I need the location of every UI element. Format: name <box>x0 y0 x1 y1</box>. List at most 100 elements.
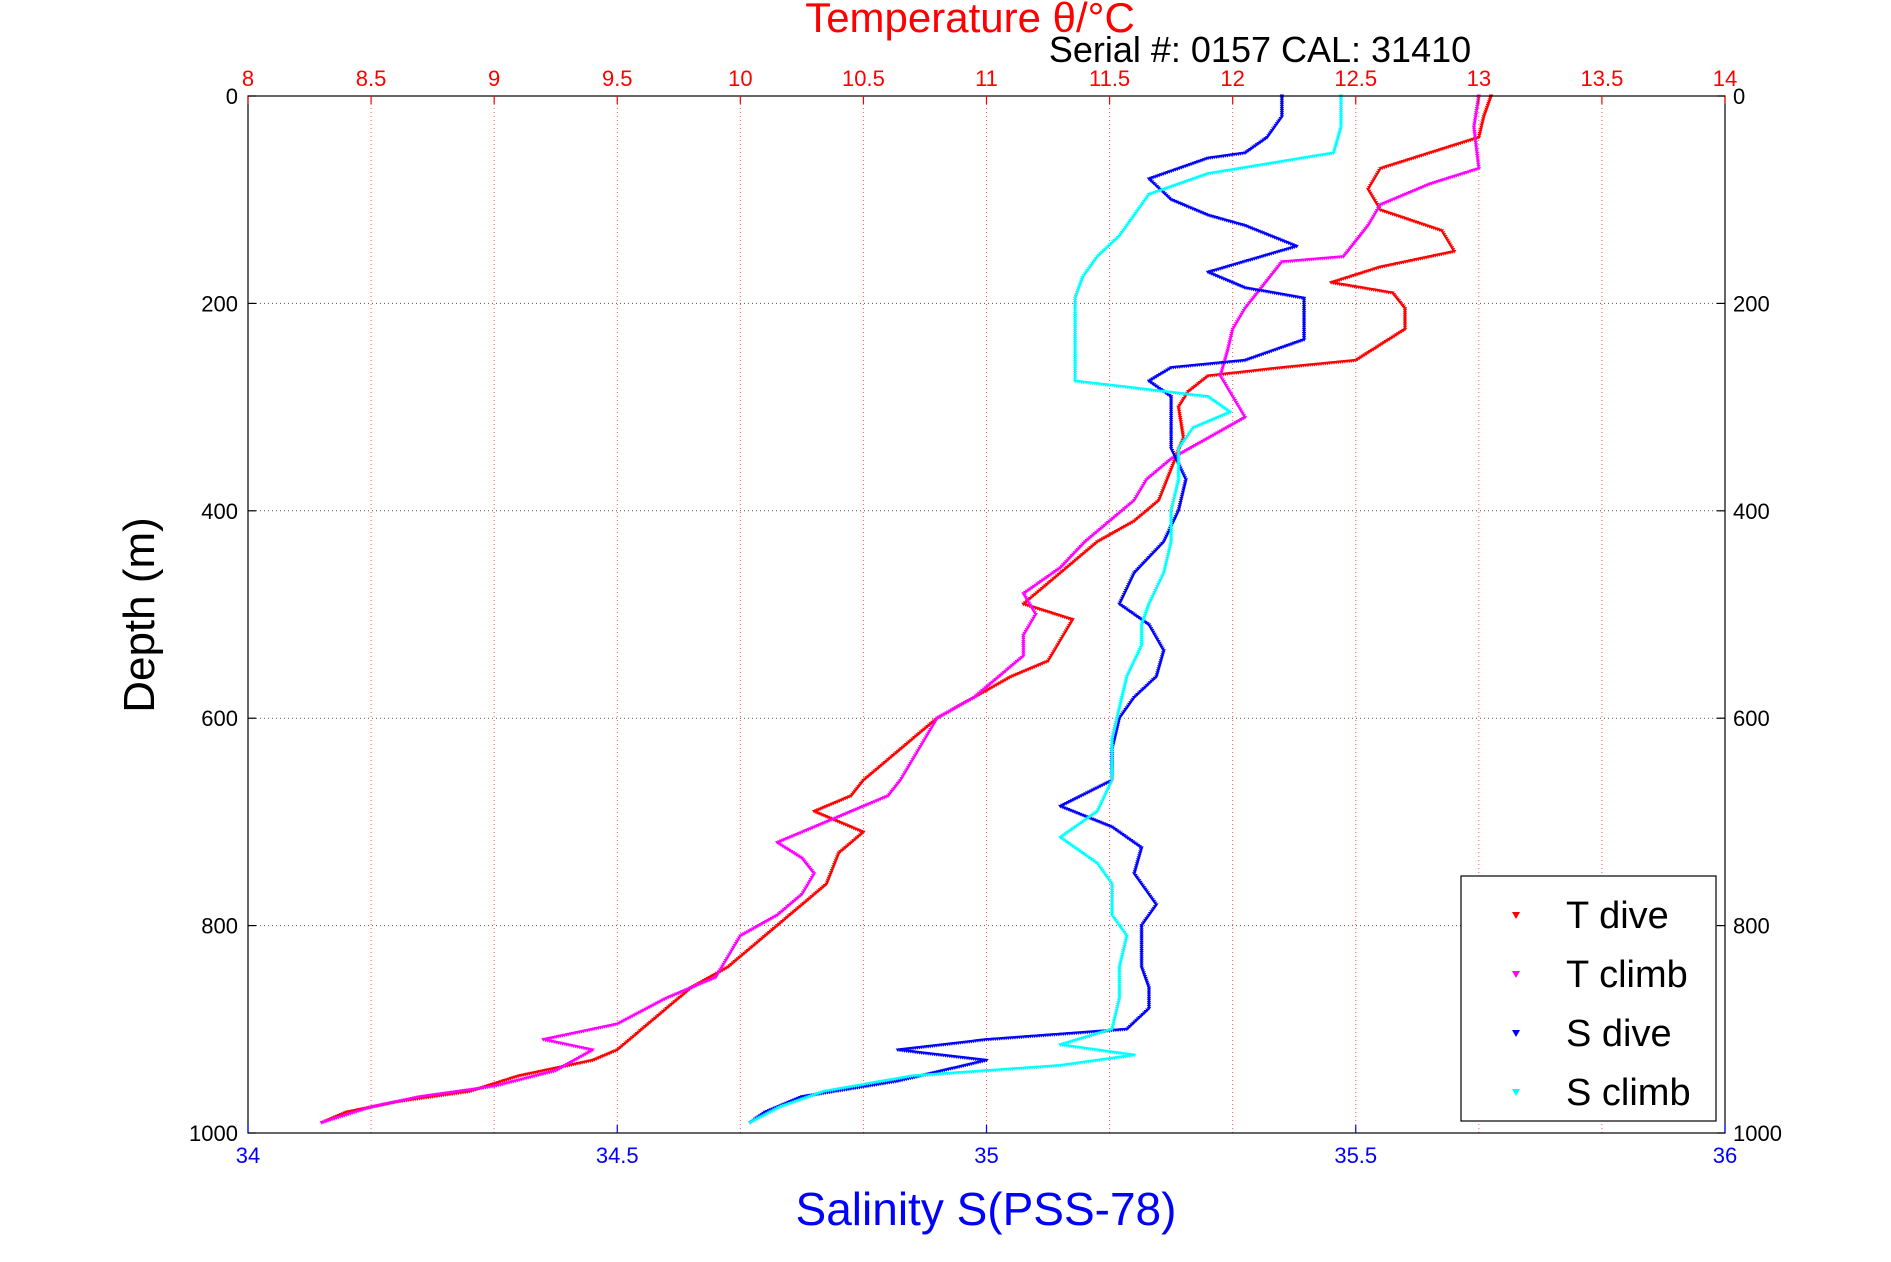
data-point <box>1109 899 1115 903</box>
data-point <box>724 957 730 961</box>
data-point <box>1170 463 1175 468</box>
tick-label-depth-left: 0 <box>226 84 238 109</box>
data-point <box>1021 642 1026 646</box>
data-point <box>1473 113 1479 117</box>
legend-marker <box>1512 1030 1520 1037</box>
data-point <box>1158 495 1163 499</box>
data-point <box>1279 100 1285 105</box>
data-point <box>1109 748 1115 752</box>
data-point <box>1153 634 1158 638</box>
tick-label-depth-left: 1000 <box>189 1121 238 1146</box>
data-point <box>917 746 922 751</box>
data-point <box>992 684 997 689</box>
tick-label-depth-left: 800 <box>201 914 238 939</box>
data-point <box>1176 474 1181 478</box>
data-point <box>1301 307 1307 311</box>
data-point <box>579 1054 584 1059</box>
data-point <box>959 703 964 707</box>
data-point <box>805 883 810 888</box>
tick-label-depth-right: 1000 <box>1733 1121 1782 1146</box>
data-point <box>1072 345 1078 349</box>
data-point <box>1139 625 1144 629</box>
data-point <box>1338 113 1344 117</box>
y-axis-title: Depth (m) <box>115 517 164 713</box>
data-point <box>1072 343 1078 347</box>
data-point <box>1477 133 1482 138</box>
data-point <box>1142 615 1147 620</box>
data-point <box>1301 336 1307 340</box>
data-point <box>1135 651 1141 656</box>
data-point <box>1180 472 1186 476</box>
data-point <box>1072 320 1078 324</box>
data-point <box>1471 127 1477 132</box>
data-point <box>1168 415 1174 420</box>
data-point <box>1139 944 1144 949</box>
data-point <box>1378 203 1383 207</box>
data-point <box>1159 645 1164 650</box>
data-point <box>997 681 1003 685</box>
data-point <box>1072 298 1078 303</box>
data-point <box>1231 397 1236 401</box>
data-point <box>1237 406 1242 411</box>
data-point <box>1115 714 1120 719</box>
data-point <box>834 857 839 861</box>
data-point <box>1180 470 1185 474</box>
data-point <box>1402 321 1408 326</box>
data-point <box>1233 322 1239 326</box>
data-point <box>1162 485 1167 489</box>
data-point <box>1175 511 1180 515</box>
data-point <box>1160 651 1166 655</box>
data-point <box>826 876 831 881</box>
data-point <box>1139 846 1144 850</box>
data-point <box>804 885 809 889</box>
data-point <box>1117 706 1122 710</box>
data-point <box>1169 507 1174 511</box>
data-point <box>1143 612 1148 616</box>
data-point <box>1125 585 1130 589</box>
data-point <box>1371 214 1376 219</box>
data-point <box>1114 1009 1119 1013</box>
data-point <box>1146 1000 1152 1005</box>
data-point <box>1146 984 1151 988</box>
data-point <box>1165 532 1170 537</box>
data-point <box>1100 537 1106 541</box>
data-point <box>1333 143 1339 148</box>
data-point <box>1109 763 1115 768</box>
data-point <box>916 748 921 753</box>
data-point <box>1338 98 1344 103</box>
data-point <box>1076 285 1082 289</box>
data-point <box>1116 998 1122 1003</box>
data-point <box>1338 127 1343 132</box>
data-point <box>723 966 729 971</box>
data-point <box>1109 776 1115 781</box>
data-point <box>1067 623 1072 628</box>
tick-label-temperature: 9.5 <box>602 66 633 91</box>
data-point <box>1377 205 1382 209</box>
data-point <box>1110 735 1115 739</box>
data-point <box>1120 525 1126 530</box>
data-point <box>806 881 811 886</box>
data-point <box>913 752 919 757</box>
data-point <box>1480 119 1485 123</box>
data-point <box>1106 534 1111 538</box>
data-point <box>904 767 910 772</box>
data-point <box>1072 339 1078 343</box>
data-point <box>715 972 721 976</box>
data-point <box>1475 158 1480 162</box>
data-point <box>635 1011 641 1016</box>
data-point <box>1219 370 1224 375</box>
data-point <box>1180 490 1186 495</box>
data-point <box>1122 590 1128 595</box>
data-point <box>1168 403 1174 408</box>
series-s-climb <box>747 94 1344 1125</box>
data-point <box>1030 607 1035 611</box>
data-point <box>1168 413 1174 418</box>
data-point <box>1135 493 1140 497</box>
data-point <box>1070 618 1075 622</box>
data-point <box>1158 661 1163 665</box>
data-point <box>1094 786 1099 791</box>
data-point <box>1177 413 1183 418</box>
data-point <box>1158 659 1164 663</box>
data-point <box>1138 848 1144 852</box>
data-point <box>1117 996 1122 1001</box>
